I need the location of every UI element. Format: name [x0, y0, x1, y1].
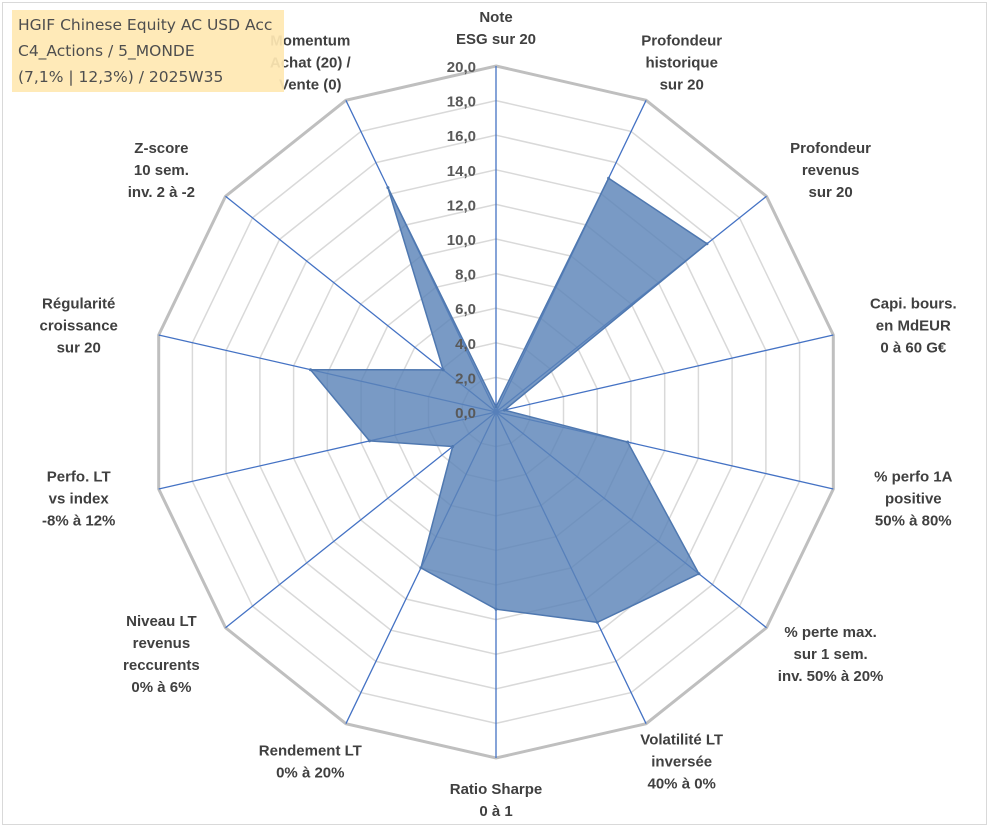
- tick-label-7: 14,0: [447, 163, 476, 180]
- axis-label-8: Rendement LT 0% à 20%: [259, 743, 362, 782]
- data-point-10: [368, 439, 371, 443]
- tick-label-2: 4,0: [455, 336, 476, 353]
- axis-label-4: % perfo 1A positive 50% à 80%: [874, 468, 953, 529]
- radar-series: [308, 176, 709, 624]
- data-point-3: [502, 408, 506, 412]
- axis-label-6: Volatilité LT inversée 40% à 0%: [640, 732, 723, 793]
- spoke-9: [225, 411, 497, 629]
- data-point-11: [309, 368, 312, 372]
- axis-label-2: Profondeur revenus sur 20: [790, 140, 871, 201]
- spoke-3: [495, 334, 834, 413]
- series-area-0: [308, 177, 709, 624]
- axis-label-12: Z-score 10 sem. inv. 2 à -2: [128, 140, 195, 201]
- tick-label-8: 16,0: [447, 128, 476, 145]
- data-point-5: [697, 572, 701, 576]
- axis-label-5: % perte max. sur 1 sem. inv. 50% à 20%: [778, 624, 884, 685]
- axis-label-3: Capi. bours. en MdEUR 0 à 60 G€: [870, 296, 957, 357]
- axis-label-0: Note ESG sur 20: [456, 9, 536, 48]
- data-point-4: [626, 440, 630, 444]
- title-line-fund: HGIF Chinese Equity AC USD Acc: [18, 16, 273, 34]
- data-point-13: [386, 186, 390, 190]
- tick-label-4: 8,0: [455, 267, 476, 284]
- data-point-0: [494, 405, 498, 409]
- chart-title-box: HGIF Chinese Equity AC USD Acc C4_Action…: [12, 10, 284, 92]
- axis-label-13: Momentum Achat (20) / Vente (0): [270, 32, 352, 93]
- title-line-stats: (7,1% | 12,3%) / 2025W35: [18, 68, 224, 86]
- data-point-12: [441, 368, 445, 372]
- data-point-2: [705, 242, 709, 246]
- title-line-category: C4_Actions / 5_MONDE: [18, 42, 195, 60]
- data-point-1: [607, 176, 611, 180]
- axis-label-11: Régularité croissance sur 20: [40, 296, 118, 357]
- tick-label-6: 12,0: [447, 197, 476, 214]
- tick-label-9: 18,0: [447, 94, 476, 111]
- data-point-6: [595, 620, 599, 624]
- tick-label-10: 20,0: [447, 59, 476, 76]
- axis-label-7: Ratio Sharpe 0 à 1: [450, 781, 543, 820]
- radar-axis-labels: Note ESG sur 20 Profondeur historique sur 20…: [40, 9, 957, 820]
- axis-label-1: Profondeur historique sur 20: [641, 32, 722, 93]
- tick-label-1: 2,0: [455, 370, 476, 387]
- axis-label-9: Niveau LT revenus reccurents 0% à 6%: [123, 613, 200, 696]
- radar-tick-labels: 0,0 2,0 4,0 6,0 8,0 10,0 12,0 14,0 16,0 18,0 20,0: [447, 59, 476, 422]
- tick-label-0: 0,0: [455, 405, 476, 422]
- data-point-8: [419, 566, 423, 570]
- axis-label-10: Perfo. LT vs index -8% à 12%: [42, 468, 115, 529]
- tick-label-3: 6,0: [455, 301, 476, 318]
- data-point-7: [494, 607, 498, 611]
- tick-label-5: 10,0: [447, 232, 476, 249]
- data-point-9: [451, 445, 455, 448]
